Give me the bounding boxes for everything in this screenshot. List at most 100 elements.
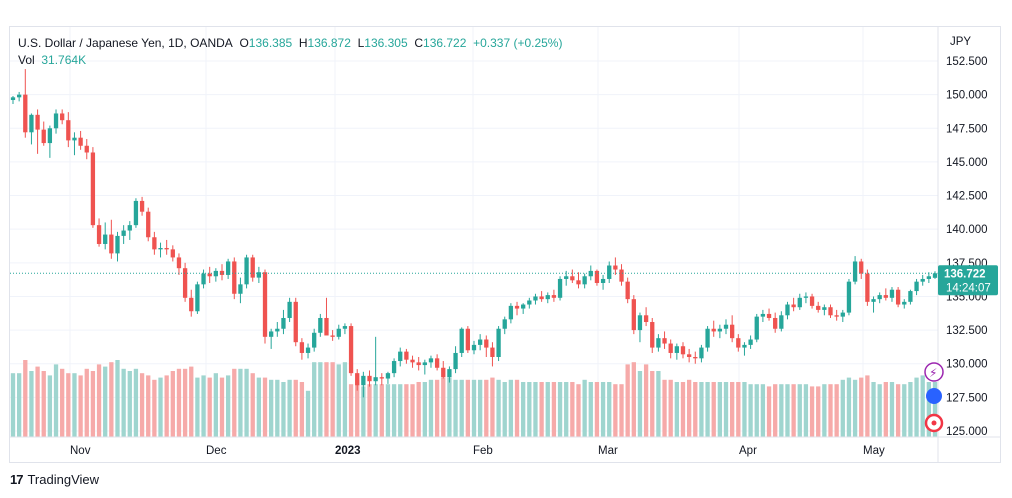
volume-bars bbox=[10, 360, 938, 437]
candle-body bbox=[570, 276, 575, 281]
volume-bar bbox=[23, 360, 28, 437]
volume-bar bbox=[846, 377, 852, 437]
low-label: L bbox=[357, 36, 365, 50]
globe-icon[interactable] bbox=[926, 388, 942, 404]
price-tick-label: 140.000 bbox=[946, 224, 988, 236]
candle-body bbox=[41, 129, 46, 144]
volume-bar bbox=[72, 373, 77, 437]
price-badge-countdown: 14:24:07 bbox=[946, 282, 991, 294]
volume-bar bbox=[182, 368, 188, 437]
price-tick-label: 130.000 bbox=[946, 359, 988, 371]
volume-bar bbox=[10, 373, 16, 437]
volume-bar bbox=[582, 379, 587, 437]
candle-body bbox=[195, 284, 200, 312]
volume-bar bbox=[207, 377, 212, 437]
chart-frame[interactable]: 152.500 150.000 147.500 145.000 142.500 140.0… bbox=[9, 26, 1001, 463]
volume-bar bbox=[238, 368, 243, 437]
volume-bar bbox=[16, 373, 22, 437]
close-value: 136.722 bbox=[423, 36, 467, 50]
price-tick-label: 132.500 bbox=[946, 325, 988, 337]
candle-body bbox=[754, 316, 759, 340]
volume-bar bbox=[791, 384, 796, 437]
volume-bar bbox=[914, 377, 919, 437]
volume-bar bbox=[342, 362, 348, 437]
volume-bar bbox=[662, 379, 667, 437]
candle-body bbox=[514, 305, 520, 309]
volume-bar bbox=[723, 382, 729, 437]
candle-body bbox=[484, 339, 489, 348]
volume-bar bbox=[330, 362, 335, 437]
candle-body bbox=[318, 317, 323, 333]
candle-body bbox=[152, 237, 157, 250]
candle-body bbox=[650, 322, 655, 348]
volume-bar bbox=[262, 377, 268, 437]
candle-body bbox=[637, 315, 643, 331]
candle-body bbox=[613, 265, 618, 270]
candle-body bbox=[760, 313, 766, 317]
candle-body bbox=[324, 317, 329, 336]
volume-bar bbox=[164, 375, 169, 437]
volume-bar bbox=[361, 386, 366, 437]
volume-bar bbox=[828, 384, 833, 437]
candle-body bbox=[256, 272, 262, 278]
candle-body bbox=[797, 297, 802, 308]
volume-bar bbox=[508, 379, 514, 437]
candle-body bbox=[490, 347, 495, 357]
volume-bar bbox=[877, 384, 882, 437]
volume-bar bbox=[766, 386, 772, 437]
candle-body bbox=[877, 295, 882, 300]
volume-bar bbox=[613, 384, 618, 437]
tradingview-brand[interactable]: 17 TradingView bbox=[10, 472, 99, 487]
candle-body bbox=[422, 362, 427, 366]
time-tick-label: Apr bbox=[739, 445, 757, 457]
volume-bar bbox=[668, 379, 673, 437]
volume-bar bbox=[41, 371, 46, 437]
candle-body bbox=[533, 296, 538, 301]
candle-body bbox=[238, 284, 243, 294]
candle-body bbox=[730, 324, 735, 339]
price-tick-label: 150.000 bbox=[946, 90, 988, 102]
side-icons[interactable]: ⚡ bbox=[924, 362, 944, 433]
volume-bar bbox=[152, 379, 157, 437]
volume-bar bbox=[576, 384, 581, 437]
volume-bar bbox=[90, 371, 96, 437]
candle-body bbox=[35, 114, 40, 130]
candle-body bbox=[312, 332, 317, 348]
volume-bar bbox=[521, 382, 526, 437]
candle-body bbox=[72, 137, 77, 141]
price-chart[interactable]: 152.500 150.000 147.500 145.000 142.500 140.0… bbox=[10, 27, 1000, 462]
volume-bar bbox=[398, 384, 403, 437]
volume-bar bbox=[570, 382, 575, 437]
volume-bar bbox=[840, 379, 845, 437]
volume-bar bbox=[78, 375, 83, 437]
volume-bar bbox=[189, 366, 194, 437]
volume-bar bbox=[797, 384, 802, 437]
volume-bar bbox=[859, 377, 864, 437]
candle-body bbox=[115, 235, 120, 254]
volume-bar bbox=[250, 373, 255, 437]
candle-body bbox=[840, 312, 845, 317]
tradingview-logo-icon: 17 bbox=[10, 472, 24, 487]
volume-bar bbox=[551, 382, 557, 437]
volume-bar bbox=[926, 382, 932, 437]
volume-bar bbox=[773, 384, 778, 437]
volume-bar bbox=[195, 377, 200, 437]
volume-bar bbox=[594, 382, 600, 437]
volume-bar bbox=[631, 362, 636, 437]
candle-body bbox=[521, 304, 526, 309]
candle-body bbox=[139, 200, 145, 212]
volume-bar bbox=[336, 364, 341, 437]
volume-bar bbox=[269, 379, 274, 437]
candle-body bbox=[674, 346, 679, 353]
ohlc-row: U.S. Dollar / Japanese Yen, 1D, OANDA O1… bbox=[18, 35, 562, 52]
candle-body bbox=[926, 276, 932, 279]
candle-body bbox=[625, 281, 630, 300]
volume-bar bbox=[176, 368, 182, 437]
candle-body bbox=[545, 295, 550, 300]
candle-body bbox=[883, 295, 888, 298]
candle-body bbox=[269, 331, 274, 337]
candle-body bbox=[60, 113, 65, 121]
volume-bar bbox=[539, 382, 544, 437]
alert-icon[interactable] bbox=[924, 362, 944, 382]
candle-body bbox=[680, 346, 686, 355]
